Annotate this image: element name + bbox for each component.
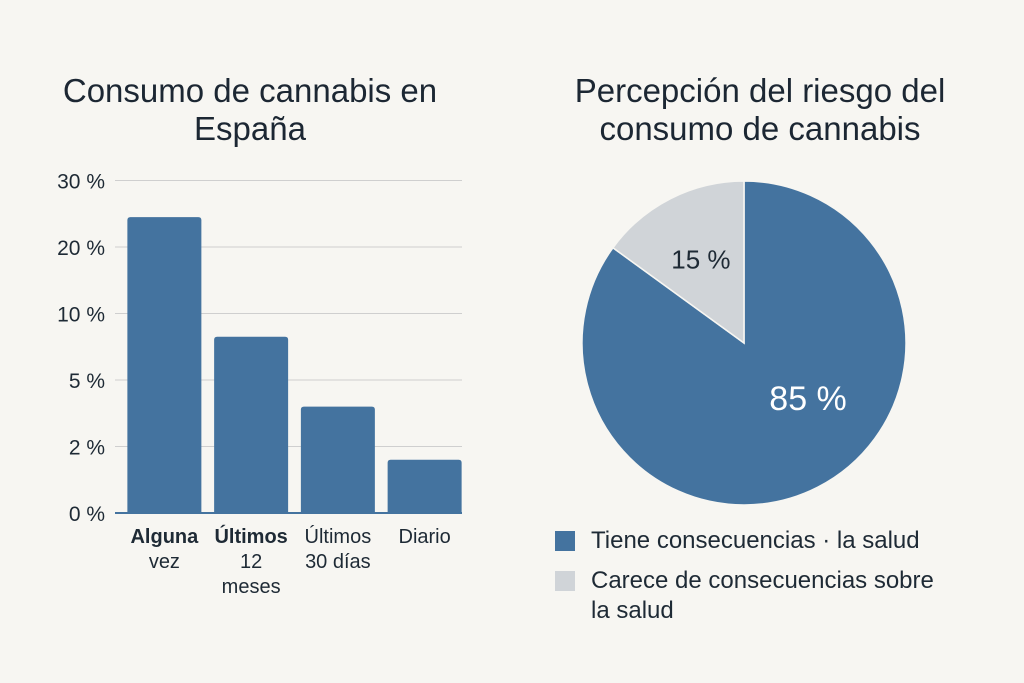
x-tick-label: Últimos: [305, 525, 372, 548]
x-tick-label: meses: [222, 576, 281, 598]
legend-item-carece-consecuencias: Carece de consecuencias sobre la salud: [555, 566, 935, 626]
bar-chart-title: Consumo de cannabis en España: [62, 72, 438, 147]
bar: [127, 217, 202, 513]
legend-label: Tiene consecuencias · la salud: [591, 527, 920, 554]
legend-swatch-gray: [555, 571, 575, 591]
x-tick-label: Alguna: [130, 526, 199, 548]
pie-value-label: 15 %: [671, 244, 730, 274]
x-tick-label: Diario: [399, 526, 451, 548]
bar: [300, 406, 375, 513]
x-tick-label: 12: [240, 551, 262, 573]
x-tick-label: Últimos: [214, 524, 287, 548]
y-tick-label: 20 %: [57, 237, 105, 260]
y-tick-label: 30 %: [57, 171, 105, 194]
pie-chart: 85 % 15 %: [581, 180, 907, 506]
legend-item-tiene-consecuencias: Tiene consecuencias · la salud: [555, 526, 920, 556]
x-tick-label: vez: [149, 551, 180, 573]
pie-value-label: 85 %: [769, 380, 847, 418]
y-tick-label: 10 %: [57, 304, 105, 327]
legend-label: Carece de consecuencias sobre la salud: [591, 567, 934, 624]
y-tick-label: 5 %: [69, 370, 105, 393]
bar-chart: 0 % 2 % 5 % 10 % 20 % 30 % Alguna vez Últimos 12 m…: [57, 171, 462, 598]
y-tick-label: 0 %: [69, 503, 105, 526]
bar: [387, 459, 462, 513]
pie-chart-title: Percepción del riesgo del consumo de can…: [574, 72, 946, 147]
y-tick-label: 2 %: [69, 437, 105, 460]
x-tick-label: 30 días: [305, 551, 371, 573]
legend-swatch-blue: [555, 531, 575, 551]
bar: [214, 336, 289, 513]
pie-slice: [611, 180, 745, 345]
